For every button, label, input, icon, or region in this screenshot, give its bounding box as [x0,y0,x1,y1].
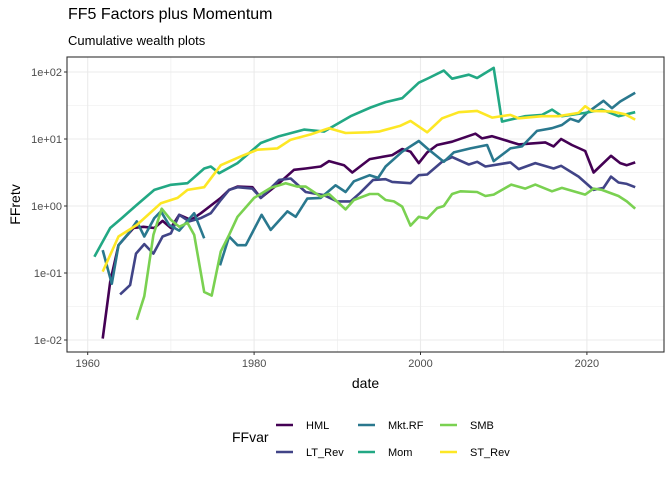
legend-label: Mkt.RF [388,420,424,432]
legend-item: Mom [358,447,412,459]
series-line-st-rev [101,104,636,273]
legend-label: Mom [388,447,412,459]
y-tick-label: 1e-02 [34,335,62,347]
series-line-hml [101,132,636,339]
legend-item: ST_Rev [440,447,510,459]
chart-title: FF5 Factors plus Momentum [68,6,273,23]
series-lines [93,66,637,339]
legend-item: LT_Rev [276,447,344,459]
legend: FFvar HML LT_Rev Mkt.RF Mom SMB ST_Rev [232,420,510,459]
series-line-smb [135,181,637,321]
legend-label: LT_Rev [306,447,344,459]
x-tick-label: 2020 [575,358,599,370]
legend-item: HML [276,420,329,432]
chart-subtitle: Cumulative wealth plots [68,33,206,48]
series-line-mkt-rf [101,91,636,286]
y-tick-label: 1e+02 [31,67,62,79]
legend-label: HML [306,420,329,432]
series-line-lt-rev [119,155,636,296]
legend-label: SMB [470,420,494,432]
x-axis-label: date [352,375,379,391]
y-axis-label: FFretv [7,184,23,224]
legend-item: SMB [440,420,494,432]
x-tick-label: 1960 [75,358,99,370]
y-tick-label: 1e+00 [31,201,62,213]
legend-title: FFvar [232,429,269,445]
axis-ticks: 1960 1980 2000 2020 1e-02 1e-01 1e+00 1e+01 1e+0… [31,67,599,370]
x-tick-label: 2000 [408,358,432,370]
x-tick-label: 1980 [242,358,266,370]
series-line-mom [93,66,636,258]
grid [67,57,664,352]
y-tick-label: 1e-01 [34,268,62,280]
legend-item: Mkt.RF [358,420,424,432]
y-tick-label: 1e+01 [31,134,62,146]
panel-border [66,56,665,353]
legend-label: ST_Rev [470,447,510,459]
